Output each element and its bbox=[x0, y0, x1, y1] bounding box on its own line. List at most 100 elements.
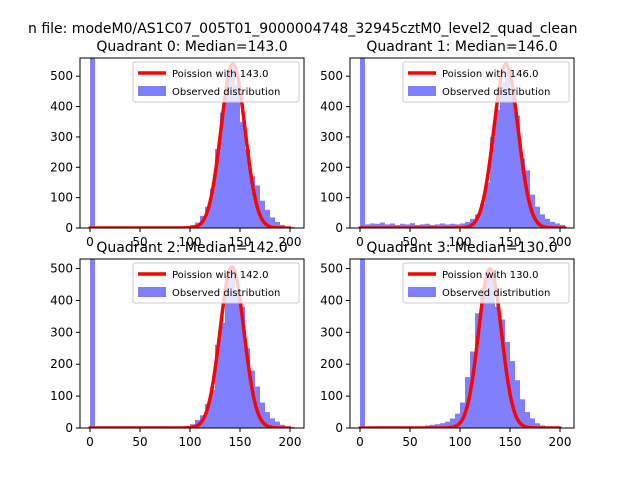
histogram-bar bbox=[260, 402, 265, 428]
histogram-bar bbox=[375, 223, 380, 228]
y-tick-label: 0 bbox=[65, 221, 73, 235]
histogram-bar bbox=[370, 223, 375, 228]
legend-box bbox=[132, 262, 300, 304]
histogram-bar bbox=[500, 82, 505, 228]
histogram-bar bbox=[480, 203, 485, 228]
histogram-bar bbox=[220, 112, 225, 228]
y-tick-label: 500 bbox=[50, 69, 73, 83]
histogram-bar bbox=[525, 412, 530, 428]
legend: Poission with 130.0 Observed distribution bbox=[402, 262, 570, 304]
histogram-bar bbox=[220, 322, 225, 428]
y-tick-label: 200 bbox=[320, 357, 343, 371]
y-tick-label: 0 bbox=[65, 421, 73, 435]
histogram-bar bbox=[235, 85, 240, 228]
legend-label-fit: Poission with 130.0 bbox=[442, 270, 538, 281]
histogram-bar bbox=[435, 424, 440, 428]
legend-box bbox=[402, 262, 570, 304]
histogram-bar bbox=[510, 88, 515, 228]
histogram-bar bbox=[390, 223, 395, 228]
x-tick-label: 0 bbox=[356, 235, 364, 249]
histogram-bar bbox=[440, 223, 445, 228]
histogram-bar bbox=[275, 221, 280, 228]
histogram-bar bbox=[545, 218, 550, 228]
histogram-bar bbox=[210, 389, 215, 428]
legend: Poission with 142.0 Observed distribution bbox=[132, 262, 300, 304]
y-tick-label: 300 bbox=[320, 325, 343, 339]
histogram-bar bbox=[540, 214, 545, 228]
y-tick-label: 500 bbox=[50, 262, 73, 276]
legend-bar-swatch bbox=[408, 287, 436, 297]
x-tick-label: 50 bbox=[402, 235, 417, 249]
axes-frame bbox=[349, 258, 575, 429]
legend-box bbox=[132, 61, 300, 103]
y-tick-label: 100 bbox=[320, 191, 343, 205]
histogram-bar bbox=[535, 423, 540, 428]
histogram-bar bbox=[215, 345, 220, 428]
legend-label-observed: Observed distribution bbox=[442, 288, 550, 299]
histogram-bar bbox=[475, 313, 480, 428]
subplot-title: Quadrant 0: Median=143.0 bbox=[96, 39, 287, 55]
histogram-bar bbox=[385, 224, 390, 228]
histogram-bar bbox=[450, 418, 455, 428]
x-tick-label: 0 bbox=[356, 435, 364, 449]
histogram-bar bbox=[265, 412, 270, 428]
subplot-quadrant-3: 0 50 100 150 200 0 100 200 300 400 500 Quadrant 3: … bbox=[320, 240, 575, 449]
histogram-bar bbox=[215, 149, 220, 228]
x-tick-label: 200 bbox=[279, 435, 302, 449]
plot-area bbox=[358, 259, 562, 428]
histogram-bar bbox=[435, 224, 440, 228]
histogram-bar bbox=[455, 413, 460, 428]
histogram-bar bbox=[235, 290, 240, 428]
legend-box bbox=[402, 61, 570, 103]
histogram-bar bbox=[515, 380, 520, 428]
histogram-bar bbox=[445, 421, 450, 428]
histogram-bar bbox=[440, 423, 445, 428]
histogram-bar bbox=[485, 182, 490, 228]
x-tick-label: 0 bbox=[86, 435, 94, 449]
histogram-bar bbox=[205, 404, 210, 428]
y-tick-label: 100 bbox=[50, 389, 73, 403]
histogram-bar bbox=[500, 319, 505, 428]
histogram-bar bbox=[245, 149, 250, 228]
histogram-bar bbox=[425, 223, 430, 228]
histogram-bar bbox=[245, 348, 250, 428]
histogram-bar bbox=[555, 223, 560, 228]
histogram-bar bbox=[90, 259, 95, 428]
histogram-bar bbox=[270, 217, 275, 228]
legend: Poission with 146.0 Observed distribution bbox=[402, 61, 570, 103]
x-tick-label: 50 bbox=[132, 235, 147, 249]
histogram-bar bbox=[230, 268, 235, 428]
histogram-bar bbox=[520, 399, 525, 428]
y-tick-label: 200 bbox=[50, 160, 73, 174]
histogram-bar bbox=[550, 221, 555, 228]
legend-label-observed: Observed distribution bbox=[172, 288, 280, 299]
histogram-bar bbox=[225, 76, 230, 228]
x-tick-label: 200 bbox=[549, 235, 572, 249]
axes-frame bbox=[79, 57, 305, 229]
histogram-bar bbox=[490, 278, 495, 428]
histogram-bar bbox=[380, 222, 385, 228]
y-tick-label: 0 bbox=[335, 221, 343, 235]
legend-label-observed: Observed distribution bbox=[442, 87, 550, 98]
x-tick-label: 150 bbox=[229, 435, 252, 449]
histogram-bar bbox=[360, 58, 365, 228]
histogram-bar bbox=[225, 278, 230, 428]
histogram-bar bbox=[445, 224, 450, 228]
y-tick-label: 200 bbox=[50, 357, 73, 371]
histogram-bar bbox=[495, 306, 500, 428]
plot-area bbox=[88, 259, 295, 428]
x-tick-label: 100 bbox=[449, 235, 472, 249]
x-tick-label: 100 bbox=[449, 435, 472, 449]
plot-area bbox=[88, 58, 295, 228]
histogram-bar bbox=[485, 271, 490, 428]
histogram-bar bbox=[240, 306, 245, 428]
histogram-bar bbox=[365, 224, 370, 228]
histogram-bar bbox=[205, 206, 210, 228]
legend-label-observed: Observed distribution bbox=[172, 87, 280, 98]
subplot-title: Quadrant 3: Median=130.0 bbox=[366, 240, 557, 256]
y-tick-label: 100 bbox=[50, 191, 73, 205]
histogram-bar bbox=[250, 176, 255, 228]
histogram-bar bbox=[360, 259, 365, 428]
